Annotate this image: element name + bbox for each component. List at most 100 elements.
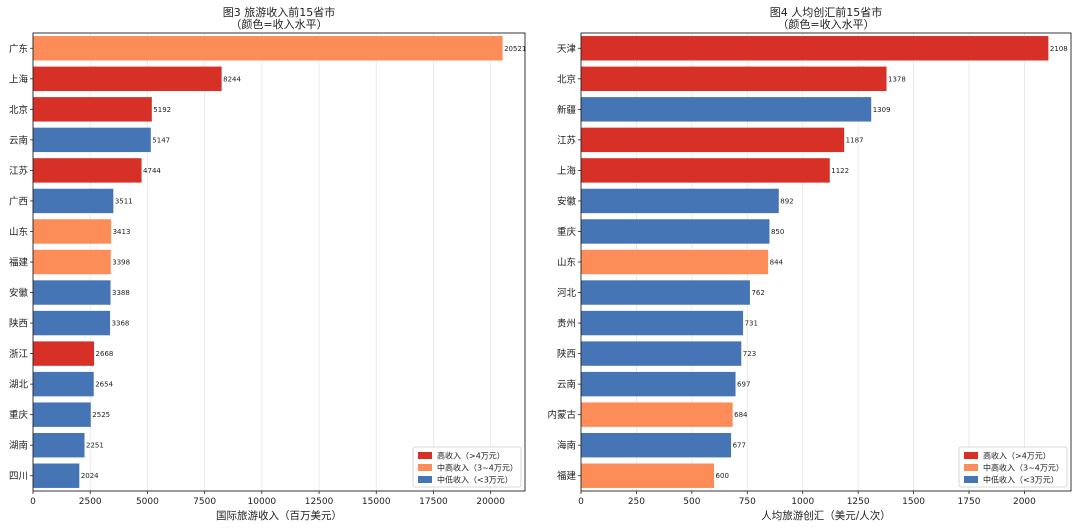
data-label: 20521 [504, 45, 526, 53]
bar-新疆 [581, 97, 872, 122]
y-tick-label: 新疆 [557, 104, 577, 116]
y-tick-label: 天津 [557, 44, 577, 55]
data-label: 1309 [873, 106, 891, 114]
bar-安徽 [581, 188, 779, 214]
chart-title: 图4 人均创汇前15省市 [770, 5, 883, 19]
legend-swatch-upper-middle [964, 464, 978, 471]
y-tick-label: 安徽 [9, 287, 29, 299]
bar-江苏 [581, 127, 845, 153]
x-tick-label: 500 [683, 497, 700, 507]
legend-label-lower-middle: 中低收入（<3万元） [983, 475, 1059, 485]
y-tick-label: 云南 [557, 379, 576, 391]
x-tick-label: 17500 [419, 497, 448, 507]
bar-福建 [581, 463, 715, 488]
data-label: 3388 [112, 289, 130, 297]
y-tick-label: 海南 [557, 440, 576, 452]
bar-湖南 [33, 432, 85, 458]
y-tick-label: 上海 [9, 73, 29, 85]
bar-江苏 [33, 158, 142, 183]
plot-frame [580, 32, 1072, 492]
chart-subtitle: （颜色=收入水平） [230, 17, 327, 31]
bar-北京 [581, 66, 887, 92]
data-label: 697 [737, 381, 750, 389]
y-tick-label: 陕西 [9, 318, 28, 330]
x-tick-label: 0 [578, 497, 584, 507]
y-tick-label: 福建 [557, 470, 577, 482]
data-label: 1122 [831, 167, 849, 175]
x-tick-label: 20000 [476, 497, 505, 507]
bar-四川 [33, 463, 80, 488]
legend-label-lower-middle: 中低收入（<3万元） [437, 475, 513, 485]
data-label: 892 [780, 197, 793, 205]
data-label: 2251 [86, 442, 104, 450]
bar-广西 [33, 188, 114, 214]
x-tick-label: 10000 [248, 497, 277, 507]
data-label: 4744 [143, 167, 161, 175]
y-tick-label: 河北 [557, 287, 577, 299]
bar-河北 [581, 280, 750, 305]
y-tick-label: 山东 [557, 257, 576, 269]
y-tick-label: 贵州 [557, 318, 576, 330]
x-axis-label: 人均旅游创汇（美元/人次） [761, 509, 891, 522]
chart-panel-1: 图3 旅游收入前15省市（颜色=收入水平） 广东 20521 上海 8244 北京 5192… [9, 5, 526, 522]
bar-山东 [581, 249, 769, 275]
y-tick-label: 陕西 [557, 348, 576, 360]
legend-swatch-high [418, 452, 432, 459]
bar-重庆 [581, 219, 770, 244]
data-label: 3511 [115, 197, 133, 205]
chart-title: 图3 旅游收入前15省市 [223, 5, 336, 19]
bar-浙江 [33, 341, 95, 366]
y-tick-label: 重庆 [557, 226, 577, 238]
data-label: 2525 [92, 411, 110, 419]
legend-box [958, 446, 1068, 488]
x-tick-label: 15000 [362, 497, 391, 507]
y-tick-label: 江苏 [557, 134, 577, 146]
y-tick-label: 重庆 [9, 409, 29, 421]
data-label: 850 [771, 228, 784, 236]
data-label: 3398 [112, 259, 130, 267]
y-tick-label: 上海 [557, 165, 577, 177]
data-label: 2024 [81, 472, 99, 480]
bar-陕西 [581, 341, 742, 366]
x-tick-label: 1000 [791, 497, 814, 507]
plot-frame [32, 32, 526, 492]
data-label: 3413 [113, 228, 131, 236]
data-label: 731 [745, 320, 758, 328]
x-tick-label: 2500 [79, 497, 102, 507]
x-tick-label: 1750 [958, 497, 981, 507]
x-tick-label: 0 [30, 497, 36, 507]
y-tick-label: 北京 [9, 104, 28, 116]
x-tick-label: 12500 [305, 497, 334, 507]
y-tick-label: 广东 [9, 43, 28, 55]
legend-box [412, 446, 522, 488]
bar-湖北 [33, 371, 94, 397]
data-label: 5147 [152, 136, 170, 144]
x-tick-label: 2000 [1013, 497, 1036, 507]
y-tick-label: 云南 [9, 134, 28, 146]
data-label: 1187 [846, 136, 864, 144]
data-label: 600 [716, 472, 729, 480]
x-tick-label: 1250 [847, 497, 870, 507]
chart-subtitle: （颜色=收入水平） [777, 17, 874, 31]
bar-内蒙古 [581, 402, 733, 427]
bar-福建 [33, 249, 111, 275]
x-tick-label: 250 [628, 497, 645, 507]
y-tick-label: 湖南 [9, 440, 28, 452]
x-tick-label: 5000 [136, 497, 159, 507]
data-label: 2108 [1050, 45, 1068, 53]
legend-label-upper-middle: 中高收入（3~4万元） [983, 463, 1064, 473]
bar-上海 [581, 158, 830, 183]
x-axis-label: 国际旅游收入（百万美元） [216, 509, 342, 522]
data-label: 8244 [223, 75, 241, 83]
data-label: 677 [733, 442, 746, 450]
bar-云南 [581, 371, 736, 397]
bar-海南 [581, 432, 732, 458]
data-label: 844 [770, 259, 784, 267]
bar-上海 [33, 66, 222, 92]
x-tick-label: 1500 [902, 497, 925, 507]
chart-panel-2: 图4 人均创汇前15省市（颜色=收入水平） 天津 2108 北京 1378 新疆 1309 江… [547, 5, 1072, 522]
legend-swatch-lower-middle [418, 476, 432, 483]
data-label: 2668 [96, 350, 114, 358]
